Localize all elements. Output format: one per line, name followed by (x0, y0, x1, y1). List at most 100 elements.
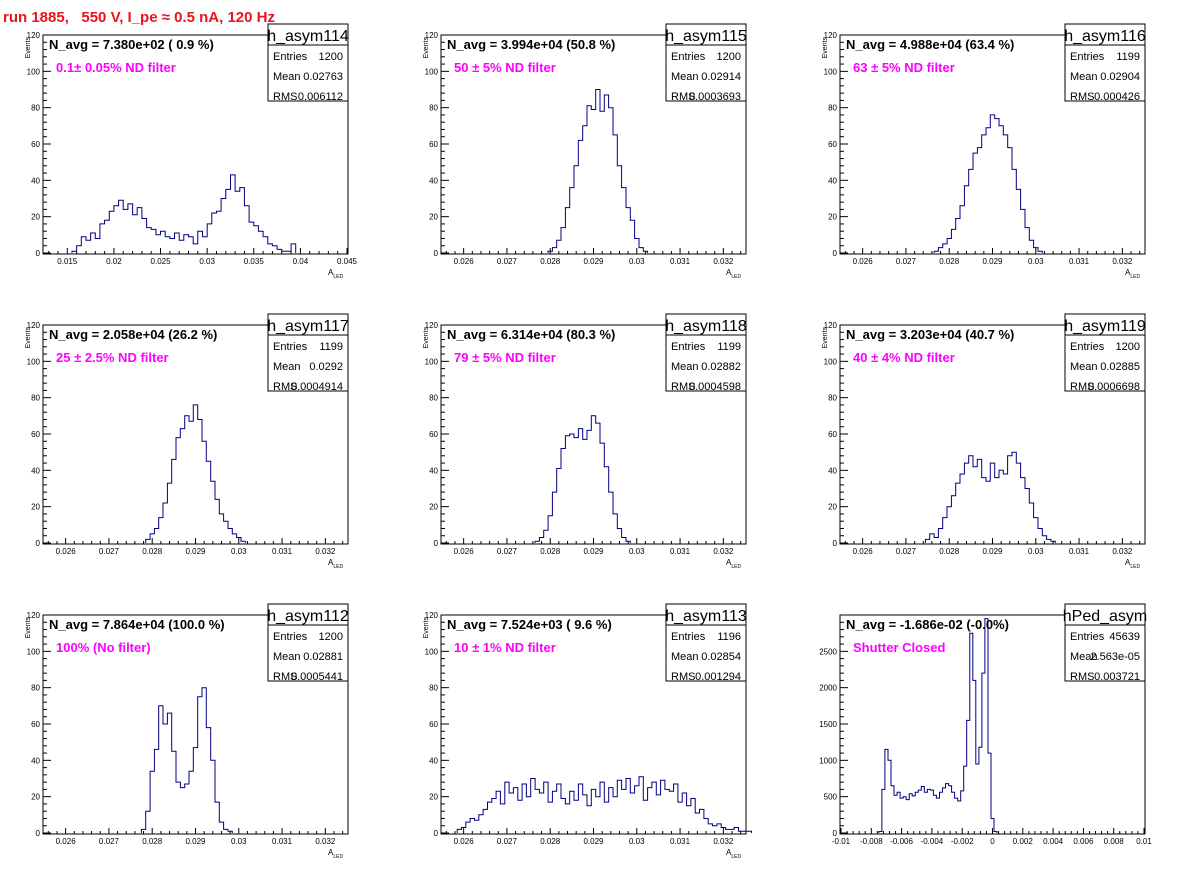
histogram-bars (145, 404, 246, 543)
y-tick-label: 120 (425, 31, 439, 40)
histogram-bars (534, 415, 631, 543)
stats-key-entries: Entries (273, 51, 308, 63)
filter-note: 100% (No filter) (56, 640, 151, 655)
navg-label: N_avg = 4.988e+04 (63.4 %) (846, 37, 1014, 52)
stats-key-rms: RMS (1070, 91, 1094, 103)
stats-value-rms: 0.0006698 (1088, 381, 1140, 393)
stats-value-mean: 0.02854 (701, 651, 741, 663)
x-tick-label: 0.029 (185, 547, 206, 556)
x-tick-label: 0.03 (231, 547, 247, 556)
histogram-panel-h_asym113: 0 20 40 60 80 100 120 0.026 0.027 0.028 0.029 0.03 0… (423, 603, 752, 860)
y-tick-label: 20 (429, 213, 438, 222)
x-tick-label: 0.029 (583, 837, 604, 846)
run-title: run 1885, 550 V, I_pe ≈ 0.5 nA, 120 Hz (3, 9, 275, 26)
y-axis-title: Events (423, 327, 430, 349)
stats-value-mean: 0.02904 (1100, 71, 1140, 83)
y-tick-label: 40 (31, 176, 40, 185)
y-tick-label: 60 (828, 140, 837, 149)
y-tick-label: 100 (27, 67, 41, 76)
stats-title: h_asym112 (267, 608, 349, 625)
histogram-panel-h_asym115: 0 20 40 60 80 100 120 0.026 0.027 0.028 0.029 0.03 0… (423, 23, 747, 280)
y-tick-label: 0 (833, 539, 838, 548)
x-tick-label: 0.031 (670, 547, 691, 556)
histogram-panel-h_asym117: 0 20 40 60 80 100 120 0.026 0.027 0.028 0.029 0.03 0… (25, 313, 349, 570)
x-tick-label: 0.032 (315, 547, 336, 556)
stats-value-mean: 2.563e-05 (1090, 651, 1140, 663)
x-tick-label: 0.025 (151, 257, 172, 266)
navg-label: N_avg = 7.864e+04 (100.0 %) (49, 617, 225, 632)
y-tick-label: 120 (824, 31, 838, 40)
y-tick-label: 60 (429, 140, 438, 149)
x-tick-label: 0.031 (670, 837, 691, 846)
navg-label: N_avg = 7.380e+02 ( 0.9 %) (49, 37, 214, 52)
x-tick-label: -0.006 (890, 837, 913, 846)
x-tick-label: -0.004 (921, 837, 944, 846)
y-tick-label: 60 (429, 430, 438, 439)
y-axis-title: Events (822, 37, 829, 59)
y-tick-label: 80 (429, 394, 438, 403)
y-tick-label: 0 (434, 539, 439, 548)
y-tick-label: 40 (31, 466, 40, 475)
x-tick-label: 0.026 (56, 547, 77, 556)
y-tick-label: 60 (429, 720, 438, 729)
stats-value-mean: 0.02914 (701, 71, 741, 83)
y-tick-label: 20 (31, 503, 40, 512)
x-tick-label: 0.028 (540, 837, 561, 846)
y-tick-label: 0 (36, 829, 41, 838)
navg-label: N_avg = 7.524e+03 ( 9.6 %) (447, 617, 612, 632)
x-tick-label: 0.027 (497, 257, 518, 266)
x-axis-title: ALED (328, 268, 343, 280)
y-tick-label: 120 (27, 31, 41, 40)
x-tick-label: -0.008 (860, 837, 883, 846)
y-tick-label: 2500 (819, 647, 837, 656)
x-tick-label: 0.031 (1069, 547, 1090, 556)
stats-key-rms: RMS (273, 91, 297, 103)
stats-key-rms: RMS (1070, 671, 1094, 683)
y-tick-label: 80 (31, 394, 40, 403)
histogram-bars (71, 174, 297, 253)
x-axis-title-main: A (726, 558, 732, 567)
y-tick-label: 0 (434, 249, 439, 258)
stats-key-entries: Entries (671, 341, 706, 353)
x-axis-title-subscript: LED (1130, 564, 1140, 570)
x-tick-label: 0.027 (99, 547, 120, 556)
x-tick-label: 0.006 (1073, 837, 1094, 846)
stats-value-rms: 0.0004598 (689, 381, 741, 393)
x-tick-label: 0.03 (629, 547, 645, 556)
stats-key-mean: Mean (671, 651, 699, 663)
stats-key-entries: Entries (671, 631, 706, 643)
x-tick-label: 0.031 (272, 547, 293, 556)
stats-key-rms: RMS (273, 671, 297, 683)
x-axis-title-main: A (726, 268, 732, 277)
y-tick-label: 1500 (819, 720, 837, 729)
y-axis-title: Events (25, 327, 32, 349)
y-tick-label: 20 (828, 503, 837, 512)
histogram-bars (456, 776, 752, 833)
stats-key-entries: Entries (1070, 631, 1105, 643)
stats-title: h_asym114 (267, 28, 349, 45)
histogram-panel-h_asym116: 0 20 40 60 80 100 120 0.026 0.027 0.028 0.029 0.03 0… (822, 23, 1146, 280)
y-tick-label: 100 (425, 357, 439, 366)
stats-key-mean: Mean (671, 71, 699, 83)
y-tick-label: 100 (27, 647, 41, 656)
y-tick-label: 500 (824, 793, 838, 802)
stats-box (1064, 23, 1146, 102)
y-tick-label: 120 (27, 611, 41, 620)
y-axis-title: Events (423, 617, 430, 639)
filter-note: 79 ± 5% ND filter (454, 350, 556, 365)
y-tick-label: 0 (434, 829, 439, 838)
x-axis-title-subscript: LED (731, 274, 741, 280)
x-axis-title-main: A (328, 848, 334, 857)
y-tick-label: 40 (429, 176, 438, 185)
stats-key-mean: Mean (671, 361, 699, 373)
x-axis-title: ALED (726, 558, 741, 570)
x-tick-label: 0 (990, 837, 995, 846)
stats-key-mean: Mean (273, 361, 301, 373)
x-axis-title: ALED (726, 848, 741, 860)
x-axis-title-main: A (726, 848, 732, 857)
y-tick-label: 120 (425, 611, 439, 620)
stats-value-rms: 0.0005441 (291, 671, 343, 683)
y-tick-label: 0 (36, 539, 41, 548)
stats-value-rms: 0.006112 (298, 91, 343, 103)
